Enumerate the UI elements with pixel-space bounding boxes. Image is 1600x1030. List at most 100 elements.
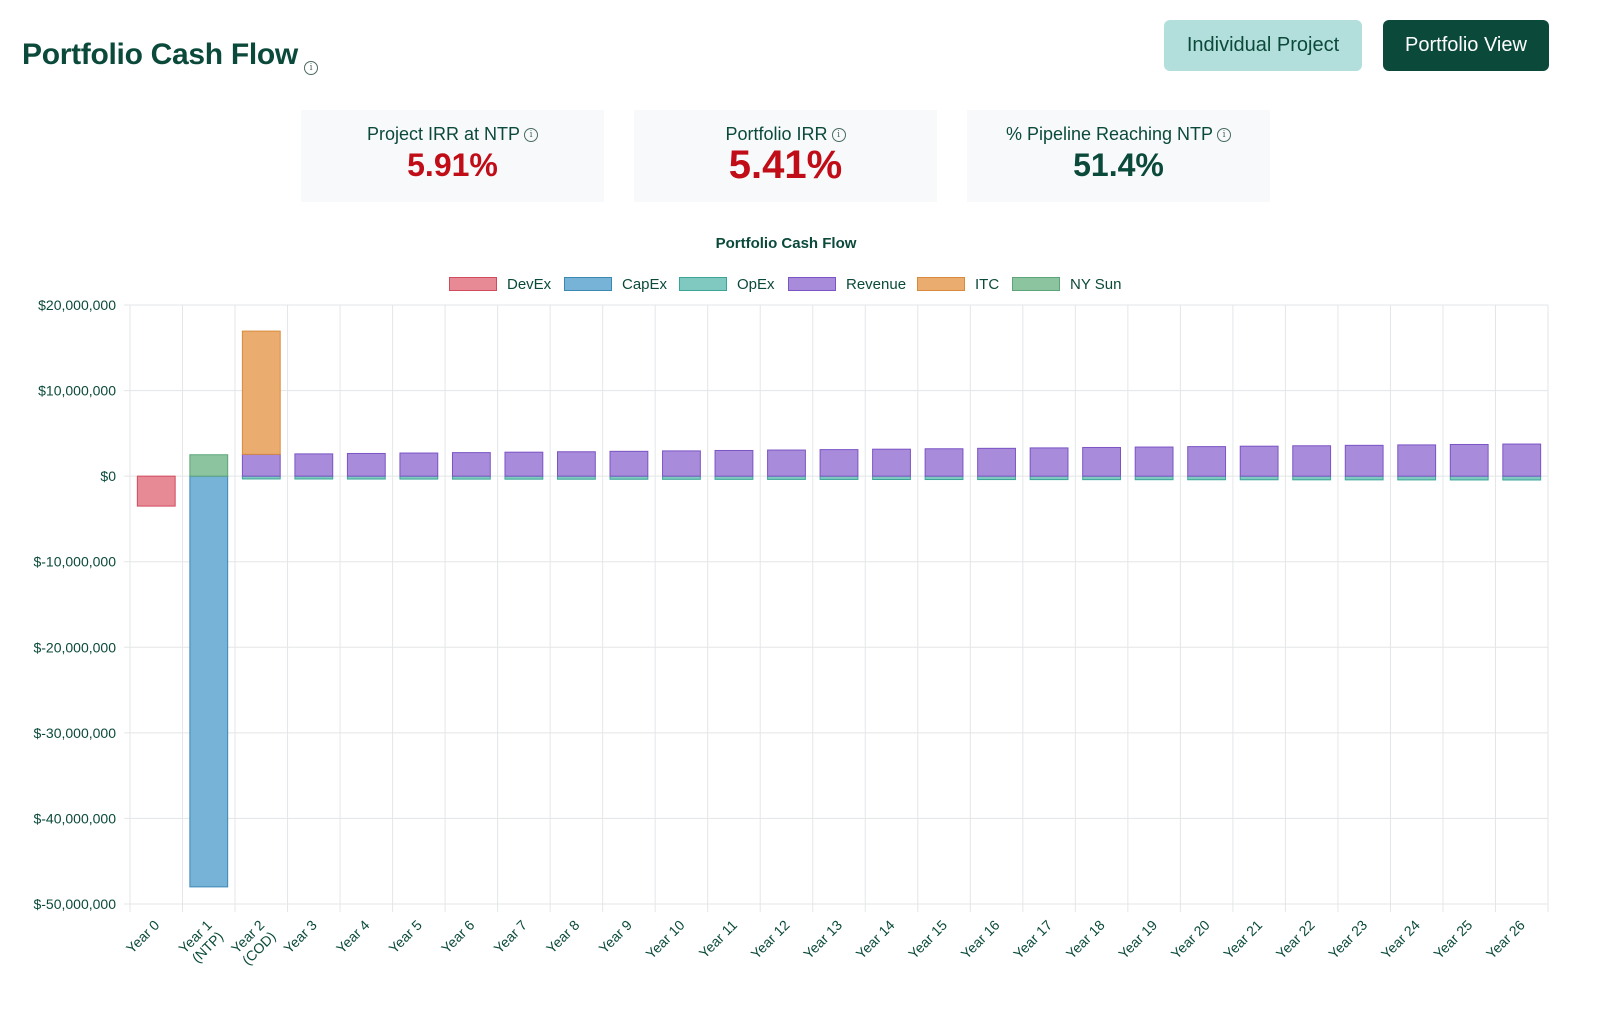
x-tick-label: Year 15	[905, 917, 950, 962]
info-icon[interactable]: i	[1217, 128, 1232, 143]
bar-revenue	[1187, 446, 1227, 477]
bar-ny-sun	[189, 454, 229, 477]
x-tick-label: Year 23	[1325, 917, 1370, 962]
bar-itc	[241, 330, 281, 455]
legend-swatch	[1012, 277, 1060, 291]
kpi-label: % Pipeline Reaching NTP i	[967, 124, 1270, 145]
bar-revenue	[1397, 444, 1437, 477]
legend-label: Revenue	[846, 276, 907, 293]
bar-revenue	[1134, 446, 1174, 477]
bar-revenue	[346, 452, 386, 477]
y-tick-label: $0	[100, 468, 116, 484]
info-icon[interactable]: i	[831, 128, 846, 143]
x-tick-label: Year 20	[1168, 917, 1213, 962]
bar-revenue	[1344, 444, 1384, 477]
x-tick-label: Year 18	[1063, 917, 1108, 962]
legend-label: CapEx	[622, 276, 668, 293]
x-tick-label: Year 24	[1378, 917, 1423, 962]
bar-revenue	[1029, 447, 1069, 477]
bar-revenue	[504, 451, 544, 477]
kpi-card-portfolio-irr: Portfolio IRR i 5.41%	[634, 110, 937, 202]
x-tick-label: Year 26	[1483, 917, 1528, 962]
info-icon[interactable]: i	[303, 61, 318, 75]
x-tick-label: Year 11	[696, 917, 740, 961]
bar-opex	[1082, 475, 1121, 481]
x-tick-label: Year 3	[280, 917, 320, 957]
bar-revenue	[662, 450, 701, 477]
kpi-label: Portfolio IRR i	[634, 124, 937, 145]
kpi-card-pipeline-ntp: % Pipeline Reaching NTP i 51.4%	[967, 110, 1270, 202]
x-tick-label: Year 19	[1115, 917, 1160, 962]
bar-opex	[1344, 475, 1384, 481]
individual-project-button[interactable]: Individual Project	[1164, 20, 1362, 71]
bar-revenue	[609, 450, 649, 477]
bar-revenue	[241, 453, 281, 477]
bar-revenue	[557, 451, 596, 477]
x-tick-label: Year 4	[333, 917, 373, 957]
y-tick-label: $-30,000,000	[33, 725, 116, 741]
bar-devex	[136, 475, 176, 507]
x-tick-label: Year 1(NTP)	[175, 917, 226, 968]
y-tick-label: $-10,000,000	[33, 554, 116, 570]
y-tick-label: $20,000,000	[38, 297, 116, 313]
bar-opex	[1292, 475, 1332, 481]
x-tick-label: Year 10	[642, 917, 687, 962]
portfolio-view-button[interactable]: Portfolio View	[1383, 20, 1549, 71]
legend-swatch	[917, 277, 965, 291]
x-tick-label: Year 13	[800, 917, 845, 962]
info-icon[interactable]: i	[524, 128, 539, 143]
bar-opex	[1239, 475, 1279, 481]
page-title: Portfolio Cash Flow i	[22, 38, 318, 75]
y-tick-label: $-40,000,000	[33, 810, 116, 826]
kpi-value: 5.91%	[407, 147, 498, 183]
bar-opex	[1397, 475, 1437, 481]
bar-revenue	[872, 448, 911, 477]
kpi-value: 5.41%	[728, 143, 843, 187]
y-tick-label: $-20,000,000	[33, 639, 116, 655]
x-tick-label: Year 17	[1010, 917, 1055, 962]
x-tick-label: Year 7	[490, 917, 530, 957]
bar-revenue	[924, 448, 964, 477]
bar-revenue	[451, 452, 491, 477]
bar-revenue	[714, 449, 754, 477]
x-tick-label: Year 14	[853, 917, 898, 962]
bar-revenue	[977, 447, 1016, 477]
bar-opex	[1029, 475, 1069, 481]
y-tick-label: $-50,000,000	[33, 896, 116, 912]
legend-swatch	[449, 277, 497, 291]
y-tick-label: $10,000,000	[38, 383, 116, 399]
kpi-card-project-irr: Project IRR at NTP i 5.91%	[301, 110, 604, 202]
bar-capex	[189, 475, 229, 888]
legend-label: DevEx	[507, 276, 552, 293]
kpi-value: 51.4%	[1073, 147, 1164, 183]
bar-revenue	[819, 449, 859, 477]
bar-revenue	[294, 453, 334, 477]
bar-revenue	[767, 449, 806, 477]
bar-opex	[1449, 475, 1489, 481]
x-tick-label: Year 16	[958, 917, 1003, 962]
legend-label: OpEx	[737, 276, 775, 293]
bar-revenue	[1239, 445, 1279, 477]
bar-opex	[924, 475, 964, 481]
x-tick-label: Year 9	[595, 917, 635, 957]
x-tick-label: Year 5	[385, 917, 425, 957]
bar-revenue	[1082, 446, 1121, 477]
legend-label: ITC	[975, 276, 1000, 293]
x-tick-label: Year 6	[438, 917, 478, 957]
legend-swatch	[788, 277, 836, 291]
kpi-label: Project IRR at NTP i	[301, 124, 604, 145]
bar-revenue	[1449, 443, 1489, 477]
x-tick-label: Year 22	[1273, 917, 1318, 962]
bar-revenue	[399, 452, 439, 477]
bar-revenue	[1292, 445, 1332, 477]
x-tick-label: Year 8	[543, 917, 583, 957]
x-tick-label: Year 2(COD)	[228, 917, 279, 968]
bar-opex	[977, 475, 1016, 481]
legend-swatch	[564, 277, 612, 291]
bar-opex	[872, 475, 911, 480]
x-tick-label: Year 12	[748, 917, 793, 962]
legend-label: NY Sun	[1070, 276, 1122, 293]
x-tick-label: Year 25	[1430, 917, 1475, 962]
x-tick-label: Year 21	[1220, 917, 1265, 962]
